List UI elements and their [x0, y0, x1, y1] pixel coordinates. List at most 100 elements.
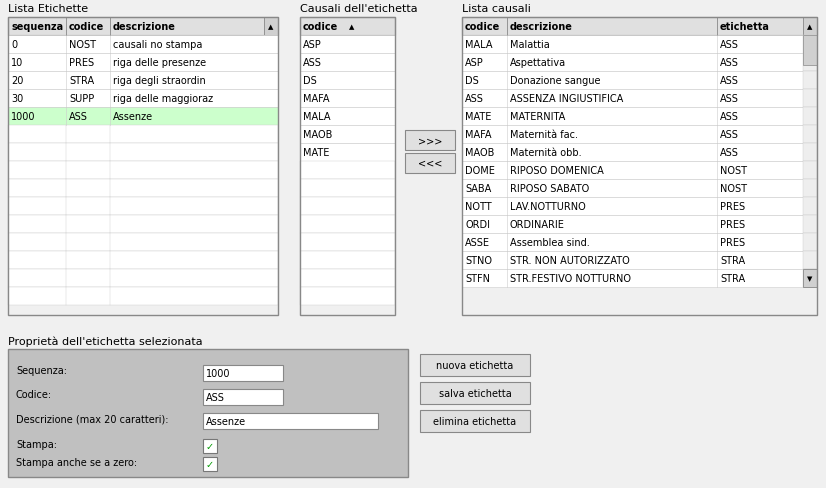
- Bar: [462, 126, 817, 143]
- Bar: [8, 126, 278, 143]
- Text: Stampa:: Stampa:: [16, 439, 57, 449]
- Text: Stampa anche se a zero:: Stampa anche se a zero:: [16, 457, 137, 467]
- Text: ▲: ▲: [349, 24, 354, 30]
- Bar: [264, 18, 278, 36]
- Text: Maternità fac.: Maternità fac.: [510, 130, 578, 140]
- Bar: [8, 349, 408, 477]
- Bar: [203, 365, 283, 381]
- Text: 10: 10: [11, 58, 23, 68]
- Bar: [803, 269, 817, 287]
- Text: 1000: 1000: [11, 112, 36, 122]
- Bar: [8, 18, 278, 315]
- Text: descrizione: descrizione: [113, 22, 176, 32]
- Text: >>>: >>>: [418, 136, 442, 146]
- Bar: [300, 54, 395, 72]
- Text: Malattia: Malattia: [510, 40, 550, 50]
- Bar: [462, 216, 817, 234]
- Text: riga delle presenze: riga delle presenze: [113, 58, 206, 68]
- Bar: [462, 18, 817, 36]
- Text: ASS: ASS: [720, 112, 739, 122]
- Text: STRA: STRA: [720, 256, 745, 265]
- Text: ASP: ASP: [303, 40, 322, 50]
- Bar: [300, 108, 395, 126]
- Bar: [462, 54, 817, 72]
- Bar: [300, 180, 395, 198]
- Bar: [8, 180, 278, 198]
- Text: ASS: ASS: [720, 130, 739, 140]
- Text: STR.FESTIVO NOTTURNO: STR.FESTIVO NOTTURNO: [510, 273, 631, 284]
- Text: PRES: PRES: [720, 238, 745, 247]
- Text: Assemblea sind.: Assemblea sind.: [510, 238, 590, 247]
- Text: ▲: ▲: [807, 24, 813, 30]
- Bar: [803, 216, 817, 234]
- Bar: [462, 36, 817, 54]
- Bar: [462, 180, 817, 198]
- Text: ASS: ASS: [720, 40, 739, 50]
- Text: MATERNITA: MATERNITA: [510, 112, 565, 122]
- Text: 1000: 1000: [206, 368, 230, 378]
- Bar: [405, 154, 455, 174]
- Bar: [803, 72, 817, 90]
- Text: STR. NON AUTORIZZATO: STR. NON AUTORIZZATO: [510, 256, 629, 265]
- Text: ASS: ASS: [720, 94, 739, 104]
- Text: RIPOSO SABATO: RIPOSO SABATO: [510, 183, 589, 194]
- Text: DS: DS: [465, 76, 479, 86]
- Text: STRA: STRA: [69, 76, 94, 86]
- Bar: [203, 439, 217, 453]
- Text: NOST: NOST: [720, 183, 747, 194]
- Bar: [803, 36, 817, 66]
- Text: etichetta: etichetta: [720, 22, 770, 32]
- Text: RIPOSO DOMENICA: RIPOSO DOMENICA: [510, 165, 604, 176]
- Bar: [803, 36, 817, 54]
- Text: STNO: STNO: [465, 256, 492, 265]
- Bar: [8, 54, 278, 72]
- Text: Maternità obb.: Maternità obb.: [510, 148, 582, 158]
- Text: Assenze: Assenze: [206, 416, 246, 426]
- Text: SABA: SABA: [465, 183, 491, 194]
- Text: 30: 30: [11, 94, 23, 104]
- Text: ASSE: ASSE: [465, 238, 490, 247]
- Bar: [300, 287, 395, 305]
- Text: MAFA: MAFA: [465, 130, 491, 140]
- Bar: [300, 234, 395, 251]
- Text: MAOB: MAOB: [303, 130, 332, 140]
- Text: NOST: NOST: [720, 165, 747, 176]
- Text: DS: DS: [303, 76, 316, 86]
- Text: MATE: MATE: [465, 112, 491, 122]
- Text: PRES: PRES: [720, 220, 745, 229]
- Bar: [803, 126, 817, 143]
- Bar: [8, 216, 278, 234]
- Text: <<<: <<<: [418, 159, 442, 169]
- Text: sequenza: sequenza: [11, 22, 63, 32]
- Text: DOME: DOME: [465, 165, 495, 176]
- Text: LAV.NOTTURNO: LAV.NOTTURNO: [510, 202, 586, 212]
- Bar: [462, 234, 817, 251]
- Text: Sequenza:: Sequenza:: [16, 365, 67, 375]
- Bar: [300, 90, 395, 108]
- Text: STFN: STFN: [465, 273, 490, 284]
- Text: STRA: STRA: [720, 273, 745, 284]
- Text: ORDINARIE: ORDINARIE: [510, 220, 565, 229]
- Text: salva etichetta: salva etichetta: [439, 388, 511, 398]
- Bar: [420, 382, 530, 404]
- Text: PRES: PRES: [720, 202, 745, 212]
- Bar: [803, 143, 817, 162]
- Text: Descrizione (max 20 caratteri):: Descrizione (max 20 caratteri):: [16, 413, 169, 423]
- Bar: [462, 198, 817, 216]
- Text: ✓: ✓: [206, 459, 214, 469]
- Text: ASS: ASS: [303, 58, 322, 68]
- Bar: [300, 72, 395, 90]
- Text: riga delle maggioraz: riga delle maggioraz: [113, 94, 213, 104]
- Text: NOST: NOST: [69, 40, 96, 50]
- Text: 20: 20: [11, 76, 23, 86]
- Text: Lista causali: Lista causali: [462, 4, 531, 14]
- Bar: [420, 354, 530, 376]
- Bar: [803, 180, 817, 198]
- Text: ASS: ASS: [206, 392, 225, 402]
- Bar: [8, 108, 278, 126]
- Text: MALA: MALA: [465, 40, 492, 50]
- Text: NOTT: NOTT: [465, 202, 491, 212]
- Text: ASP: ASP: [465, 58, 484, 68]
- Text: SUPP: SUPP: [69, 94, 94, 104]
- Bar: [803, 18, 817, 36]
